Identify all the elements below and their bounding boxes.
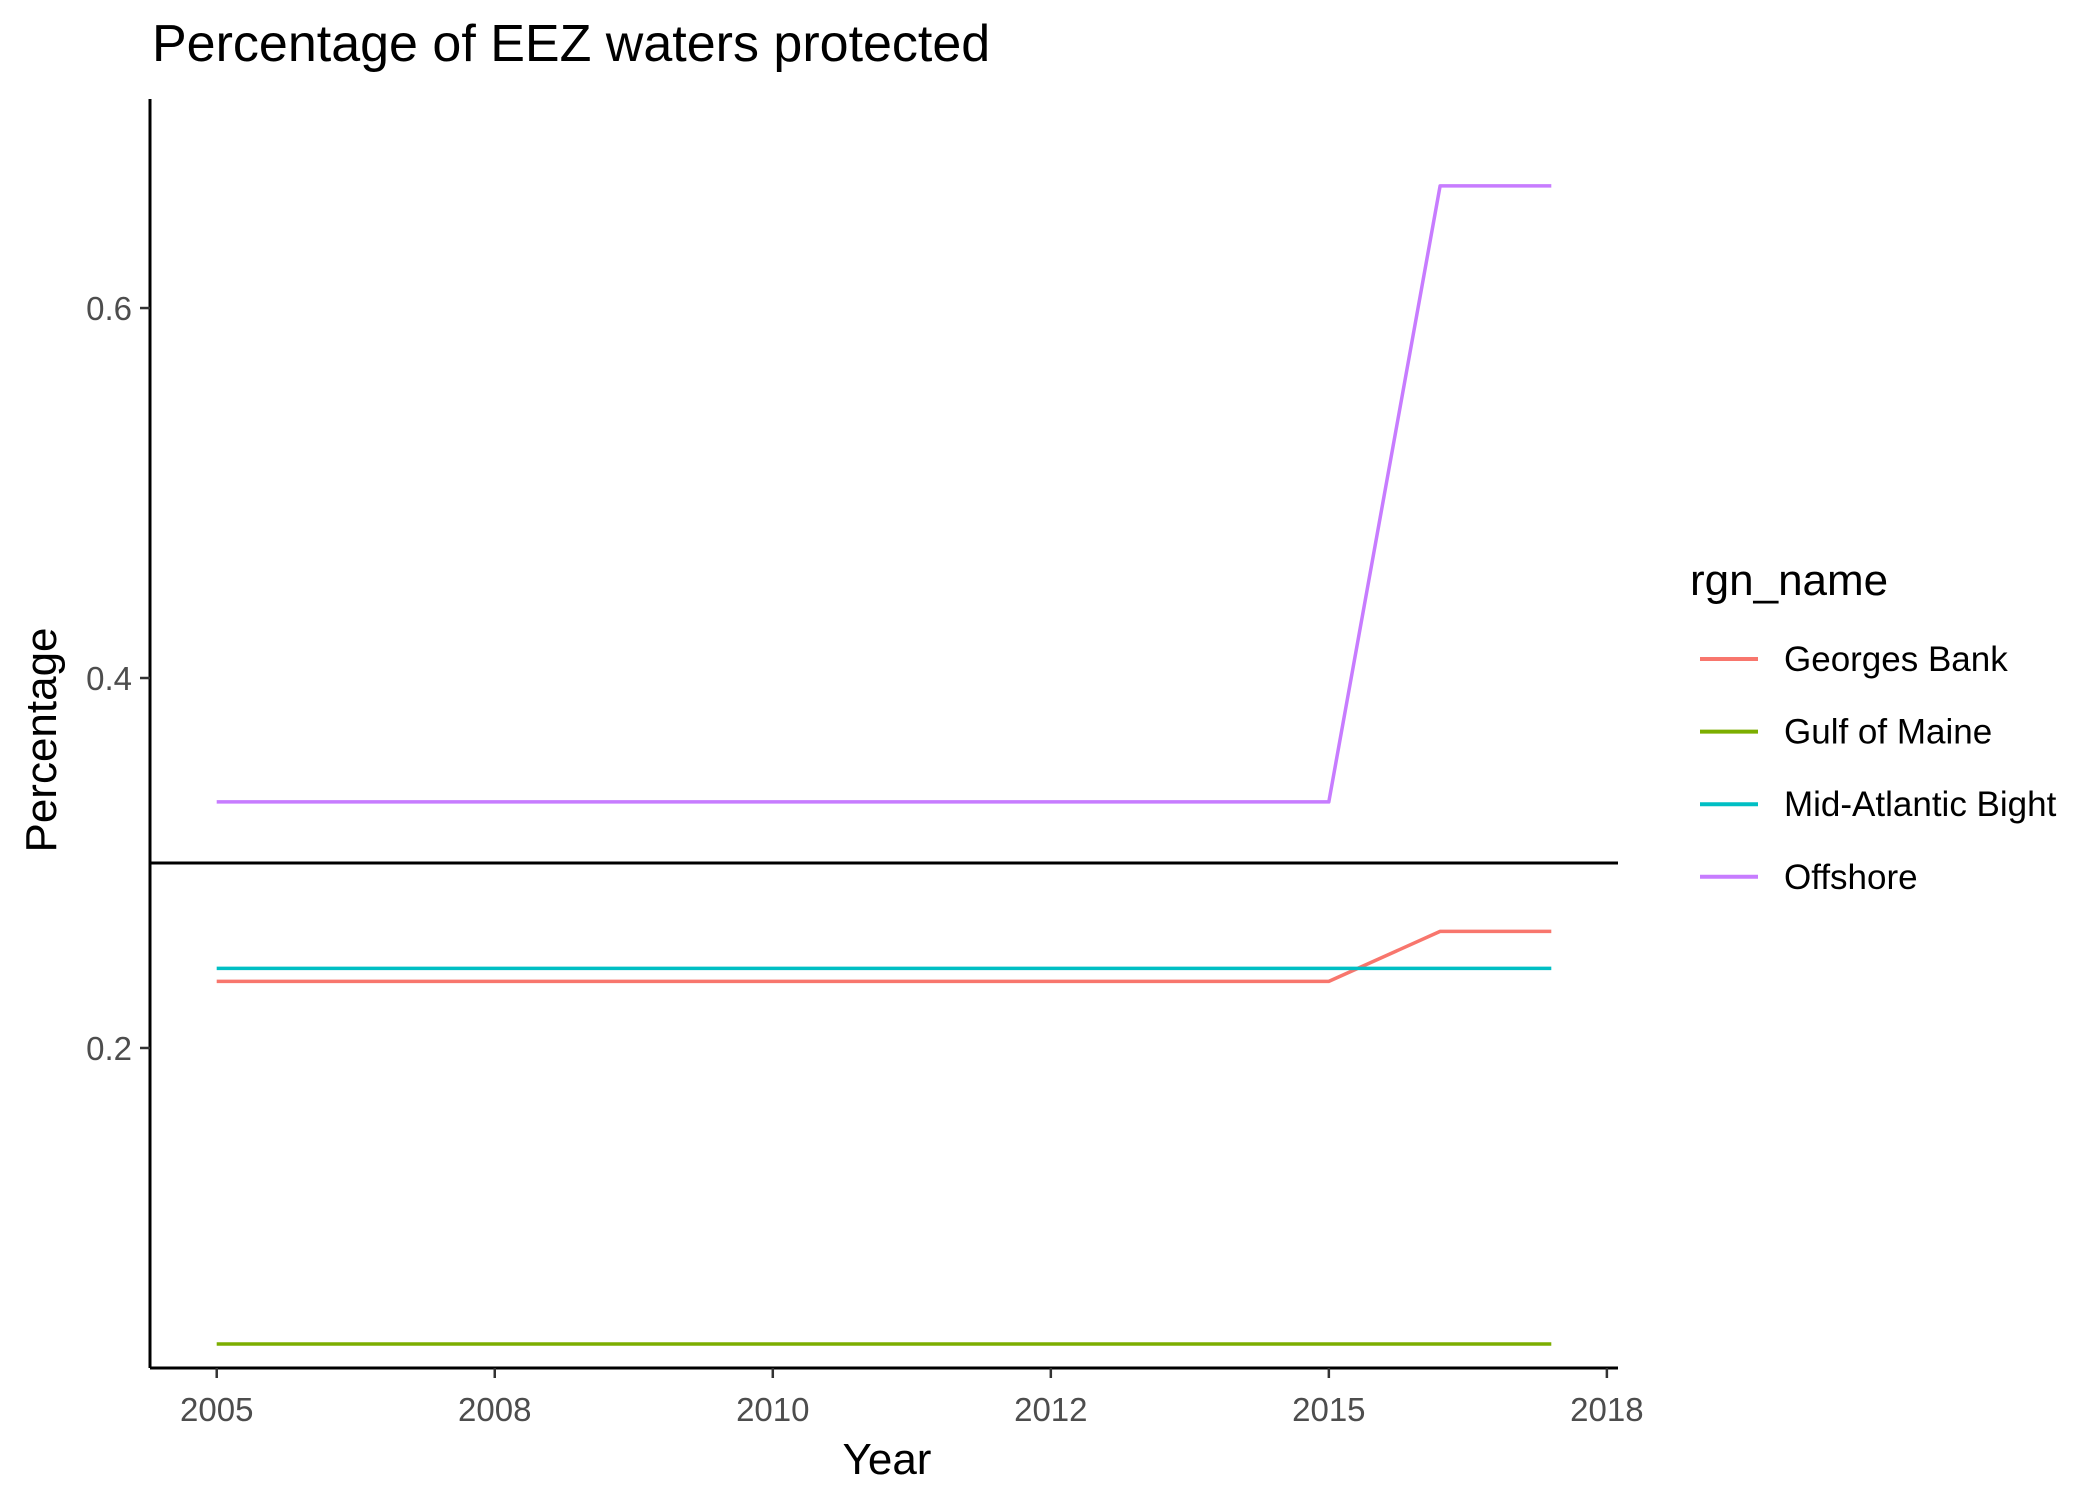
- x-axis-title: Year: [843, 1435, 932, 1484]
- x-tick-label: 2012: [1014, 1391, 1087, 1428]
- series-line-georges-bank: [216, 929, 1552, 984]
- legend-item-georges-bank: Georges Bank: [1700, 640, 2008, 679]
- series-layer: [216, 184, 1552, 1346]
- legend-item-mid-atlantic-bight: Mid-Atlantic Bight: [1700, 785, 2057, 824]
- legend-label: Gulf of Maine: [1784, 713, 1992, 752]
- chart-title: Percentage of EEZ waters protected: [152, 15, 990, 73]
- x-tick-label: 2010: [736, 1391, 809, 1428]
- x-tick-label: 2005: [180, 1391, 253, 1428]
- legend-items: Georges Bank Gulf of Maine Mid-Atlantic Bi…: [1700, 640, 2057, 897]
- x-tick-label: 2008: [458, 1391, 531, 1428]
- y-axis-title: Percentage: [17, 627, 66, 852]
- legend-item-offshore: Offshore: [1700, 858, 1918, 897]
- legend-label: Georges Bank: [1784, 640, 2008, 679]
- legend-label: Mid-Atlantic Bight: [1784, 785, 2057, 824]
- legend-title: rgn_name: [1690, 556, 1888, 605]
- x-tick-label: 2018: [1570, 1391, 1643, 1428]
- legend-label: Offshore: [1784, 858, 1918, 897]
- legend-item-gulf-of-maine: Gulf of Maine: [1700, 713, 1992, 752]
- x-tick-label: 2015: [1292, 1391, 1365, 1428]
- y-axis-ticks: 0.2 0.4 0.6: [86, 290, 150, 1067]
- x-axis-ticks: 2005 2008 2010 2012 2015 2018: [180, 1368, 1644, 1428]
- legend: rgn_name Georges Bank Gulf of Maine Mid-At…: [1690, 556, 2057, 897]
- series-line-offshore: [216, 184, 1552, 804]
- plot-panel: 2005 2008 2010 2012 2015 2018 0.2 0.4 0.6: [86, 99, 1644, 1428]
- y-tick-label: 0.2: [86, 1030, 132, 1067]
- y-tick-label: 0.6: [86, 290, 132, 327]
- y-tick-label: 0.4: [86, 660, 132, 697]
